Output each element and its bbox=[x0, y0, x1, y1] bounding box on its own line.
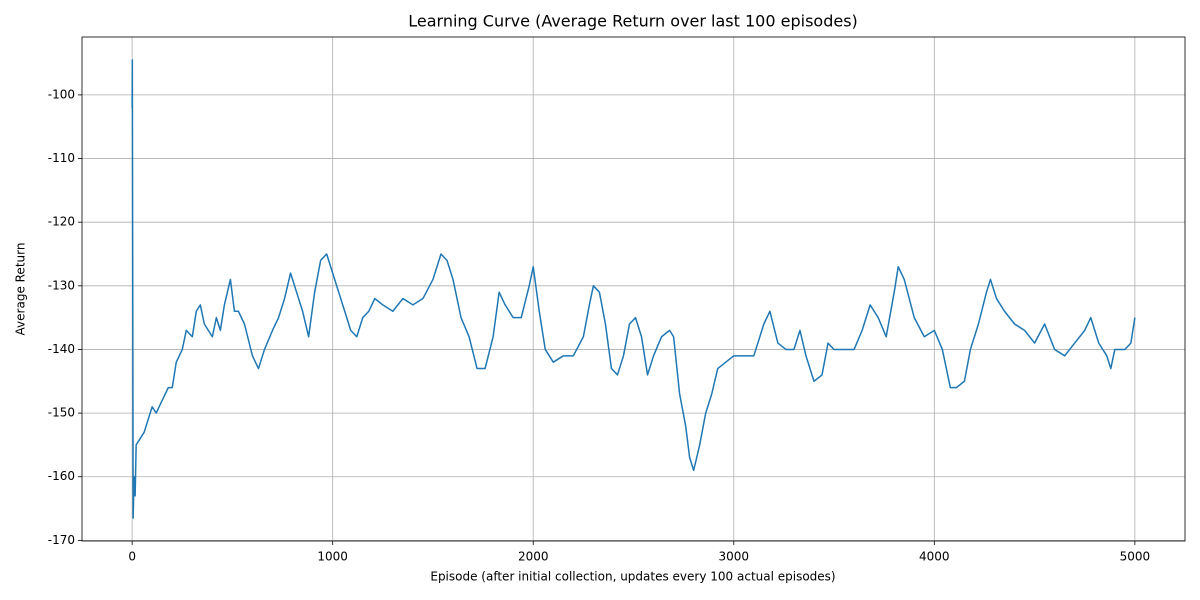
y-tick-label: -170 bbox=[48, 533, 75, 547]
x-axis-label: Episode (after initial collection, updat… bbox=[430, 570, 835, 584]
y-tick-label: -110 bbox=[48, 151, 75, 165]
x-tick-label: 5000 bbox=[1120, 550, 1151, 564]
x-tick-label: 2000 bbox=[518, 550, 549, 564]
plot-frame bbox=[81, 36, 1186, 542]
x-tick-label: 4000 bbox=[919, 550, 950, 564]
chart-title: Learning Curve (Average Return over last… bbox=[408, 12, 858, 31]
x-tick-label: 1000 bbox=[317, 550, 348, 564]
data-line bbox=[131, 59, 1136, 519]
y-tick-label: -120 bbox=[48, 215, 75, 229]
y-axis-label: Average Return bbox=[14, 243, 28, 336]
y-tick-label: -130 bbox=[48, 278, 75, 292]
x-tick-label: 0 bbox=[128, 550, 136, 564]
y-tick-label: -150 bbox=[48, 406, 75, 420]
y-tick-label: -140 bbox=[48, 342, 75, 356]
y-tick-label: -100 bbox=[48, 87, 75, 101]
x-tick-label: 3000 bbox=[718, 550, 749, 564]
y-tick-label: -160 bbox=[48, 469, 75, 483]
